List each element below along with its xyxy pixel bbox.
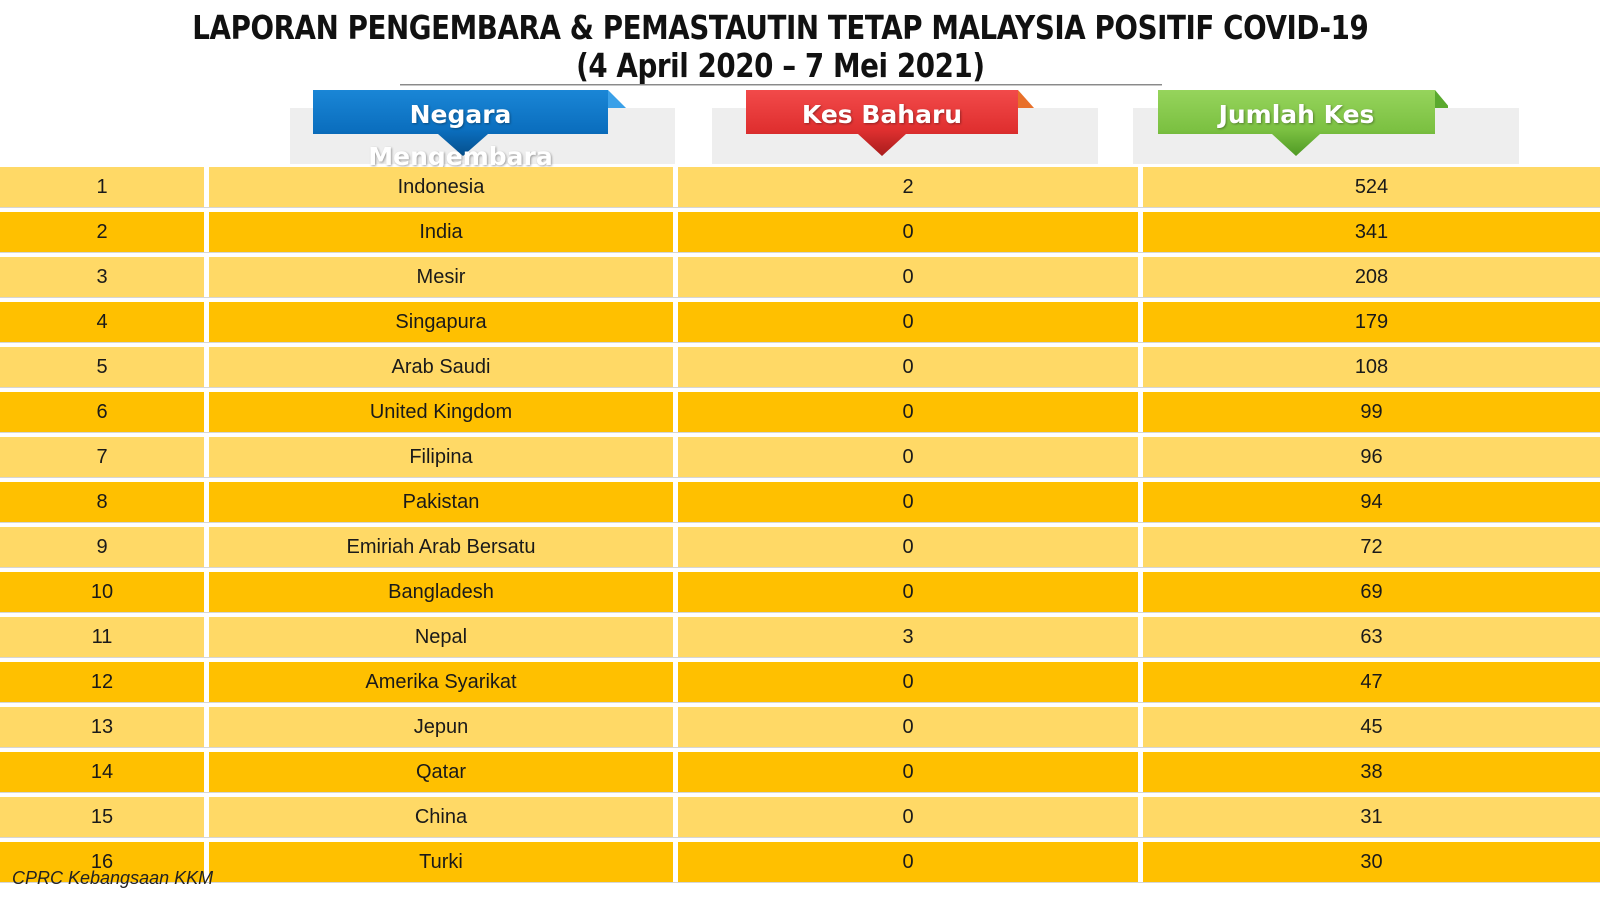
- country-cell: China: [209, 797, 673, 837]
- rank-cell: 9: [0, 527, 204, 567]
- table-row: 15 China 0 31: [0, 797, 1600, 838]
- table-row: 4 Singapura 0 179: [0, 302, 1600, 343]
- total-cases-cell: 31: [1143, 797, 1600, 837]
- table-row: 16 Turki 0 30: [0, 842, 1600, 883]
- header-country-label: Negara Mengembara: [368, 100, 553, 171]
- total-cases-cell: 208: [1143, 257, 1600, 297]
- new-cases-cell: 0: [678, 527, 1138, 567]
- new-cases-cell: 2: [678, 167, 1138, 207]
- new-cases-cell: 0: [678, 347, 1138, 387]
- table-row: 8 Pakistan 0 94: [0, 482, 1600, 523]
- rank-cell: 12: [0, 662, 204, 702]
- country-cell: Nepal: [209, 617, 673, 657]
- total-cases-cell: 179: [1143, 302, 1600, 342]
- rank-cell: 4: [0, 302, 204, 342]
- table-row: 1 Indonesia 2 524: [0, 167, 1600, 208]
- country-cell: India: [209, 212, 673, 252]
- header-new-label: Kes Baharu: [801, 100, 963, 129]
- title-divider: [400, 84, 1162, 86]
- total-cases-cell: 99: [1143, 392, 1600, 432]
- table-row: 11 Nepal 3 63: [0, 617, 1600, 658]
- rank-cell: 7: [0, 437, 204, 477]
- page-title: LAPORAN PENGEMBARA & PEMASTAUTIN TETAP M…: [192, 8, 1369, 47]
- country-cell: Pakistan: [209, 482, 673, 522]
- total-cases-cell: 108: [1143, 347, 1600, 387]
- country-cell: Emiriah Arab Bersatu: [209, 527, 673, 567]
- header-total-ribbon: [1158, 90, 1448, 160]
- country-cell: Amerika Syarikat: [209, 662, 673, 702]
- rank-cell: 15: [0, 797, 204, 837]
- source-credit: CPRC Kebangsaan KKM: [12, 868, 214, 888]
- new-cases-cell: 0: [678, 797, 1138, 837]
- new-cases-cell: 0: [678, 752, 1138, 792]
- total-cases-cell: 69: [1143, 572, 1600, 612]
- rank-cell: 10: [0, 572, 204, 612]
- table-row: 10 Bangladesh 0 69: [0, 572, 1600, 613]
- new-cases-cell: 0: [678, 842, 1138, 882]
- total-cases-cell: 524: [1143, 167, 1600, 207]
- total-cases-cell: 30: [1143, 842, 1600, 882]
- country-cell: Bangladesh: [209, 572, 673, 612]
- new-cases-cell: 0: [678, 302, 1138, 342]
- table-row: 6 United Kingdom 0 99: [0, 392, 1600, 433]
- total-cases-cell: 94: [1143, 482, 1600, 522]
- new-cases-cell: 0: [678, 707, 1138, 747]
- total-cases-cell: 38: [1143, 752, 1600, 792]
- header-country-ribbon: [313, 90, 628, 160]
- header-total-label: Jumlah Kes: [1218, 100, 1375, 129]
- country-cell: Jepun: [209, 707, 673, 747]
- new-cases-cell: 3: [678, 617, 1138, 657]
- table-row: 14 Qatar 0 38: [0, 752, 1600, 793]
- total-cases-cell: 72: [1143, 527, 1600, 567]
- country-cell: Filipina: [209, 437, 673, 477]
- table-row: 2 India 0 341: [0, 212, 1600, 253]
- table-row: 3 Mesir 0 208: [0, 257, 1600, 298]
- new-cases-cell: 0: [678, 662, 1138, 702]
- country-cell: Qatar: [209, 752, 673, 792]
- country-cell: Indonesia: [209, 167, 673, 207]
- table-row: 7 Filipina 0 96: [0, 437, 1600, 478]
- table-row: 5 Arab Saudi 0 108: [0, 347, 1600, 388]
- new-cases-cell: 0: [678, 572, 1138, 612]
- country-cell: Arab Saudi: [209, 347, 673, 387]
- country-cell: United Kingdom: [209, 392, 673, 432]
- cases-table: 1 Indonesia 2 524 2 India 0 341 3 Mesir 0 208 4 Singa…: [0, 167, 1600, 887]
- country-cell: Turki: [209, 842, 673, 882]
- rank-cell: 2: [0, 212, 204, 252]
- table-row: 9 Emiriah Arab Bersatu 0 72: [0, 527, 1600, 568]
- rank-cell: 5: [0, 347, 204, 387]
- total-cases-cell: 47: [1143, 662, 1600, 702]
- rank-cell: 16: [0, 842, 204, 882]
- page-subtitle-date-range: (4 April 2020 – 7 Mei 2021): [576, 46, 985, 85]
- country-cell: Singapura: [209, 302, 673, 342]
- new-cases-cell: 0: [678, 392, 1138, 432]
- rank-cell: 8: [0, 482, 204, 522]
- rank-cell: 14: [0, 752, 204, 792]
- rank-cell: 1: [0, 167, 204, 207]
- new-cases-cell: 0: [678, 257, 1138, 297]
- total-cases-cell: 63: [1143, 617, 1600, 657]
- total-cases-cell: 96: [1143, 437, 1600, 477]
- rank-cell: 3: [0, 257, 204, 297]
- total-cases-cell: 45: [1143, 707, 1600, 747]
- table-row: 13 Jepun 0 45: [0, 707, 1600, 748]
- new-cases-cell: 0: [678, 212, 1138, 252]
- new-cases-cell: 0: [678, 482, 1138, 522]
- country-cell: Mesir: [209, 257, 673, 297]
- total-cases-cell: 341: [1143, 212, 1600, 252]
- header-new-ribbon: [746, 90, 1036, 160]
- table-row: 12 Amerika Syarikat 0 47: [0, 662, 1600, 703]
- rank-cell: 6: [0, 392, 204, 432]
- rank-cell: 11: [0, 617, 204, 657]
- rank-cell: 13: [0, 707, 204, 747]
- new-cases-cell: 0: [678, 437, 1138, 477]
